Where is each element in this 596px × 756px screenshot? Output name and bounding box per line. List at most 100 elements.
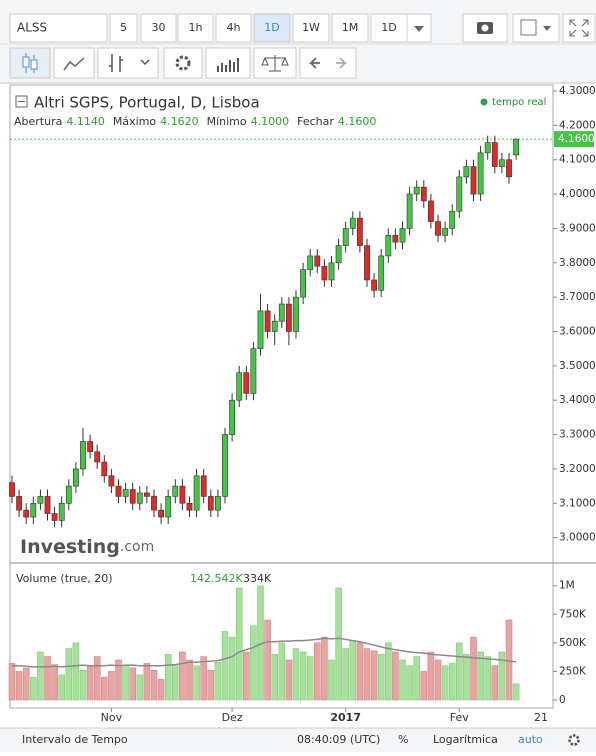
volume-bar [385,642,392,701]
interval-button[interactable] [140,13,177,43]
volume-bar [349,640,357,701]
interval-button[interactable] [331,13,369,43]
volume-bar [285,659,293,701]
interval-button[interactable] [215,13,252,43]
ohlc-name: Máximo [113,115,157,128]
range-button[interactable]: Intervalo de Tempo [22,733,128,746]
volume-bar [37,651,44,701]
last-price-tag [554,131,594,148]
interval-label: 5 [120,21,127,34]
volume-bar [441,665,449,701]
candle-body [513,138,519,156]
indicators-icon [217,58,239,72]
volume-tick-label: 750K [559,608,587,620]
redo-icon [336,57,348,69]
volume-bar [470,636,477,701]
volume-bar [157,679,165,701]
log-toggle[interactable]: Logarítmica [433,733,498,746]
candle-body [413,186,420,195]
candle-body [144,492,150,497]
volume-bar [498,651,506,701]
candle-body [80,441,86,470]
symbol-input[interactable] [9,13,108,43]
settings-button[interactable] [163,47,203,79]
interval-label: 1h [189,21,203,34]
volume-bar [193,665,200,701]
volume-bar [413,656,420,701]
auto-toggle[interactable]: auto [518,733,543,746]
percent-toggle[interactable]: % [398,733,408,746]
volume-bar [108,671,115,701]
candle-body [285,303,292,332]
volume-bar [143,663,151,701]
volume-bar [406,665,413,701]
candles-button[interactable] [9,47,51,79]
y-tick-label: 3.4000 [559,394,596,406]
volume-bar [456,642,463,701]
bars-button[interactable] [97,47,159,79]
ohlc-name: Fechar [297,115,334,128]
volume-bar [30,676,37,701]
undo-redo[interactable] [299,47,357,79]
interval-button[interactable] [177,13,214,43]
volume-bar [93,656,101,701]
fullscreen-button[interactable] [562,13,596,43]
interval-label: 1M [342,21,359,34]
volume-bar [136,674,144,701]
last-price-label: 4.1600 [558,133,595,145]
volume-bar [72,642,80,701]
volume-bar [228,636,236,701]
candle-body [9,482,15,497]
volume-bar [86,665,94,701]
candle-body [215,496,221,511]
candle-body [463,166,470,178]
volume-bar [8,663,16,701]
volume-bar [243,651,250,701]
bars-icon [109,54,150,72]
settings-icon[interactable] [568,734,580,746]
ohlc-value: 4.1000 [251,115,290,128]
candle-body [58,502,65,521]
interval-button[interactable] [370,13,408,43]
volume-bar [44,656,51,701]
interval-button[interactable] [292,13,330,43]
line-button[interactable] [53,47,95,79]
dropdown-arrow [414,26,424,32]
volume-bar [328,659,335,701]
y-tick-label: 3.1000 [559,497,596,509]
volume-bar [399,659,406,701]
y-tick-label: 4.2000 [559,119,596,131]
gear-icon [175,55,191,71]
x-tick-label: Dez [222,711,243,724]
candle-body [94,451,101,463]
candle-body [399,228,406,243]
volume-bar [22,667,30,701]
candle-body [307,255,314,270]
y-tick-label: 3.9000 [559,222,596,234]
candle-body [23,509,30,518]
volume-bar [278,642,286,701]
volume-bar [115,659,122,701]
candle-body [435,221,441,236]
y-tick-label: 3.8000 [559,257,596,269]
ohlc-value: 4.1140 [66,115,105,128]
watermark-brand: Investing [20,536,120,558]
y-tick-label: 4.1000 [559,154,596,166]
candle-body [328,262,335,281]
candle-body [222,434,228,497]
tool-buttons [9,47,357,79]
indicators-button[interactable] [205,47,251,79]
interval-button[interactable] [109,13,138,43]
candle-body [364,245,370,281]
candle-body [30,502,37,518]
ohlc-value: 4.1600 [338,115,377,128]
candle-body [179,485,186,504]
interval-button[interactable] [253,13,291,43]
volume-bar [101,676,108,701]
candle-body [236,372,243,401]
candle-body [172,485,179,497]
volume-bar [356,642,364,701]
color-swatch [520,19,537,36]
candle-body [207,496,214,511]
candle-body [300,269,306,298]
